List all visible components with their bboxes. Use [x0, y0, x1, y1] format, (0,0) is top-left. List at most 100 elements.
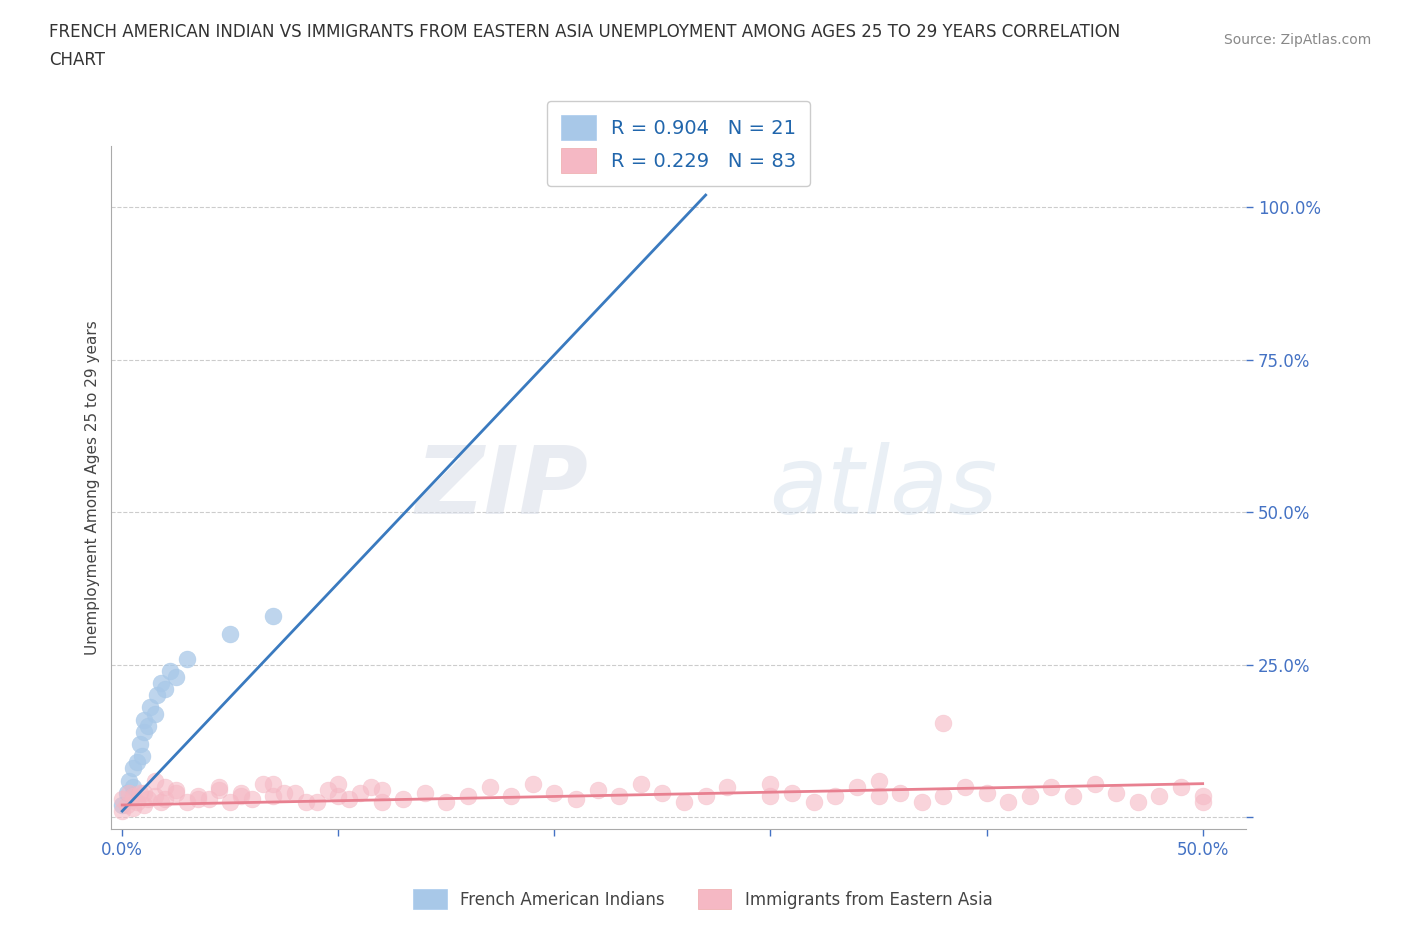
Y-axis label: Unemployment Among Ages 25 to 29 years: Unemployment Among Ages 25 to 29 years	[86, 321, 100, 656]
Point	[370, 794, 392, 809]
Point	[111, 791, 134, 806]
Point	[284, 785, 307, 800]
Point	[305, 794, 328, 809]
Point	[1126, 794, 1149, 809]
Point	[146, 688, 169, 703]
Point	[136, 791, 159, 806]
Text: ZIP: ZIP	[415, 442, 588, 534]
Point	[111, 798, 134, 813]
Point	[392, 791, 415, 806]
Point	[115, 785, 138, 800]
Point	[932, 715, 955, 730]
Point	[824, 789, 846, 804]
Point	[630, 777, 652, 791]
Point	[159, 663, 181, 678]
Legend: French American Indians, Immigrants from Eastern Asia: French American Indians, Immigrants from…	[405, 881, 1001, 917]
Point	[197, 791, 219, 806]
Point	[868, 773, 890, 788]
Point	[273, 785, 295, 800]
Point	[143, 789, 166, 804]
Point	[976, 785, 998, 800]
Point	[695, 789, 717, 804]
Point	[155, 682, 177, 697]
Point	[263, 608, 285, 623]
Point	[143, 773, 166, 788]
Point	[132, 724, 155, 739]
Point	[716, 779, 738, 794]
Point	[316, 782, 339, 797]
Point	[328, 777, 350, 791]
Text: Source: ZipAtlas.com: Source: ZipAtlas.com	[1223, 33, 1371, 46]
Point	[128, 785, 150, 800]
Point	[328, 789, 350, 804]
Point	[1191, 789, 1213, 804]
Text: atlas: atlas	[769, 443, 998, 533]
Point	[187, 789, 209, 804]
Point	[118, 785, 141, 800]
Point	[176, 794, 198, 809]
Point	[565, 791, 588, 806]
Point	[263, 789, 285, 804]
Point	[803, 794, 825, 809]
Point	[128, 737, 150, 751]
Point	[337, 791, 360, 806]
Point	[132, 785, 155, 800]
Point	[607, 789, 630, 804]
Point	[1170, 779, 1192, 794]
Point	[229, 789, 252, 804]
Point	[165, 782, 187, 797]
Point	[295, 794, 318, 809]
Point	[240, 791, 263, 806]
Point	[187, 791, 209, 806]
Point	[1191, 794, 1213, 809]
Point	[370, 782, 392, 797]
Point	[1062, 789, 1084, 804]
Point	[478, 779, 501, 794]
Point	[122, 779, 145, 794]
Point	[150, 675, 173, 690]
Point	[165, 670, 187, 684]
Point	[911, 794, 934, 809]
Point	[1018, 789, 1040, 804]
Point	[543, 785, 565, 800]
Point	[176, 651, 198, 666]
Point	[208, 782, 231, 797]
Point	[932, 789, 955, 804]
Point	[143, 706, 166, 721]
Point	[1084, 777, 1107, 791]
Point	[845, 779, 868, 794]
Point	[150, 794, 173, 809]
Point	[651, 785, 673, 800]
Point	[219, 627, 242, 642]
Point	[413, 785, 436, 800]
Point	[132, 798, 155, 813]
Point	[208, 779, 231, 794]
Point	[953, 779, 976, 794]
Point	[155, 791, 177, 806]
Point	[1105, 785, 1128, 800]
Point	[889, 785, 911, 800]
Point	[263, 777, 285, 791]
Point	[673, 794, 696, 809]
Point	[111, 804, 134, 818]
Legend: R = 0.904   N = 21, R = 0.229   N = 83: R = 0.904 N = 21, R = 0.229 N = 83	[547, 101, 810, 186]
Point	[139, 700, 162, 715]
Point	[759, 789, 782, 804]
Point	[457, 789, 479, 804]
Point	[586, 782, 609, 797]
Point	[155, 779, 177, 794]
Point	[132, 712, 155, 727]
Point	[122, 789, 145, 804]
Point	[127, 755, 149, 770]
Point	[115, 798, 138, 813]
Point	[127, 794, 149, 809]
Text: FRENCH AMERICAN INDIAN VS IMMIGRANTS FROM EASTERN ASIA UNEMPLOYMENT AMONG AGES 2: FRENCH AMERICAN INDIAN VS IMMIGRANTS FRO…	[49, 23, 1121, 41]
Point	[522, 777, 544, 791]
Text: CHART: CHART	[49, 51, 105, 69]
Point	[759, 777, 782, 791]
Point	[360, 779, 382, 794]
Point	[1040, 779, 1063, 794]
Point	[997, 794, 1019, 809]
Point	[501, 789, 523, 804]
Point	[349, 785, 371, 800]
